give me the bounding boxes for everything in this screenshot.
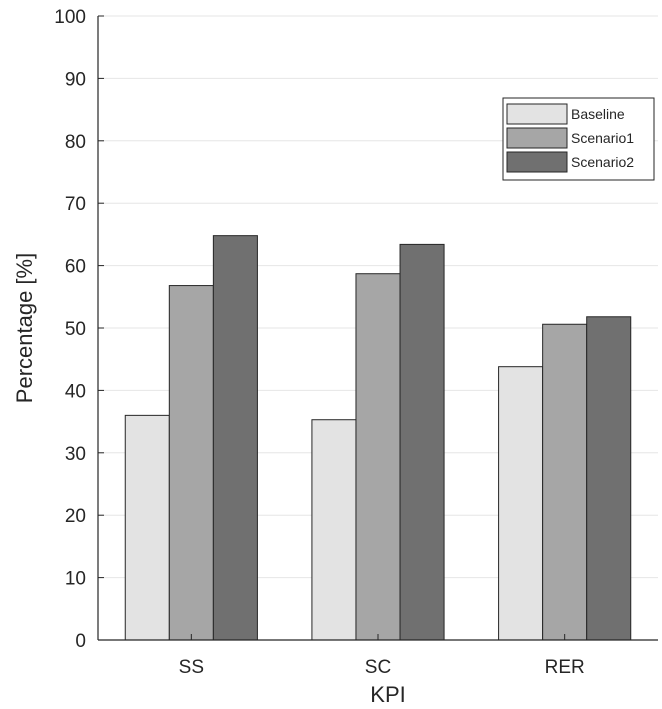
legend-label: Baseline: [571, 106, 625, 122]
legend-label: Scenario1: [571, 130, 634, 146]
y-tick-label: 100: [54, 7, 86, 28]
bar-scenario1-ss: [168, 285, 214, 641]
legend-swatch: [506, 151, 568, 173]
legend-label: Scenario2: [571, 154, 634, 170]
bar-scenario1-sc: [355, 273, 401, 641]
y-tick-label: 0: [75, 631, 86, 652]
bar-scenario2-sc: [399, 243, 445, 641]
x-axis-label: KPI: [370, 682, 405, 707]
y-tick-label: 30: [65, 444, 86, 465]
bar-scenario2-ss: [212, 235, 258, 641]
y-tick-label: 60: [65, 257, 86, 278]
x-tick-label: SS: [179, 657, 204, 678]
x-tick-label: SC: [365, 657, 391, 678]
x-tick-label: RER: [545, 657, 585, 678]
y-tick-label: 40: [65, 381, 86, 402]
bar-scenario1-rer: [542, 323, 588, 641]
y-tick-label: 70: [65, 194, 86, 215]
y-tick-label: 20: [65, 506, 86, 527]
legend-swatch: [506, 103, 568, 125]
y-tick-label: 10: [65, 569, 86, 590]
y-tick-label: 90: [65, 69, 86, 90]
bars: [124, 235, 632, 641]
y-axis-ticks: 0 10 20 30 40 50 60 70 80 90 100: [54, 7, 104, 652]
legend-swatch: [506, 127, 568, 149]
y-tick-label: 50: [65, 319, 86, 340]
legend: Baseline Scenario1 Scenario2: [502, 97, 655, 181]
bar-baseline-sc: [311, 419, 357, 641]
bar-baseline-rer: [498, 366, 544, 641]
y-axis-label: Percentage [%]: [12, 253, 37, 403]
bar-baseline-ss: [124, 414, 170, 641]
x-axis-ticks: SS SC RER: [179, 634, 585, 678]
bar-scenario2-rer: [586, 316, 632, 641]
y-tick-label: 80: [65, 132, 86, 153]
